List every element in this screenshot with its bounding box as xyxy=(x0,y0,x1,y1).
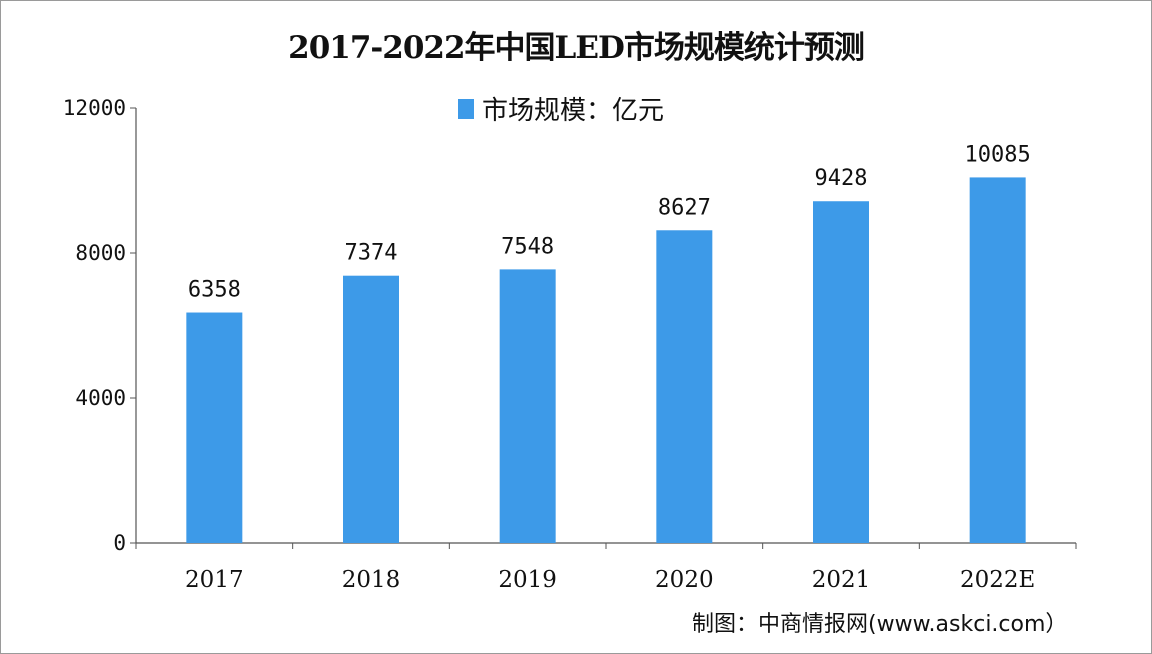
legend: 市场规模：亿元 xyxy=(458,90,664,127)
x-tick-label: 2019 xyxy=(498,567,557,593)
x-tick-label: 2021 xyxy=(812,567,871,593)
data-label: 8627 xyxy=(658,195,711,220)
data-label: 7374 xyxy=(345,241,398,266)
legend-swatch xyxy=(458,98,474,119)
bar-2022E xyxy=(969,177,1026,543)
data-label: 6358 xyxy=(188,278,241,303)
x-tick-label: 2022E xyxy=(960,567,1035,593)
data-label: 9428 xyxy=(815,166,868,191)
x-tick-label: 2020 xyxy=(655,567,714,593)
bar-2020 xyxy=(656,230,713,544)
legend-label: 市场规模：亿元 xyxy=(482,96,665,126)
bar-2021 xyxy=(813,201,869,544)
y-tick-label: 0 xyxy=(113,531,126,555)
data-label: 7548 xyxy=(501,234,554,259)
bar-2019 xyxy=(499,269,556,543)
y-tick-label: 4000 xyxy=(75,386,126,410)
chart-title: 2017-2022年中国LED市场规模统计预测 xyxy=(288,30,865,66)
y-tick-label: 8000 xyxy=(75,241,126,265)
bar-2018 xyxy=(343,275,399,543)
bar-2017 xyxy=(186,312,243,543)
data-label: 10085 xyxy=(965,142,1031,167)
y-tick-label: 12000 xyxy=(63,96,126,120)
x-tick-label: 2018 xyxy=(342,567,401,593)
x-tick-label: 2017 xyxy=(185,567,244,593)
source-credit: 制图：中商情报网(www.askci.com） xyxy=(692,612,1068,637)
